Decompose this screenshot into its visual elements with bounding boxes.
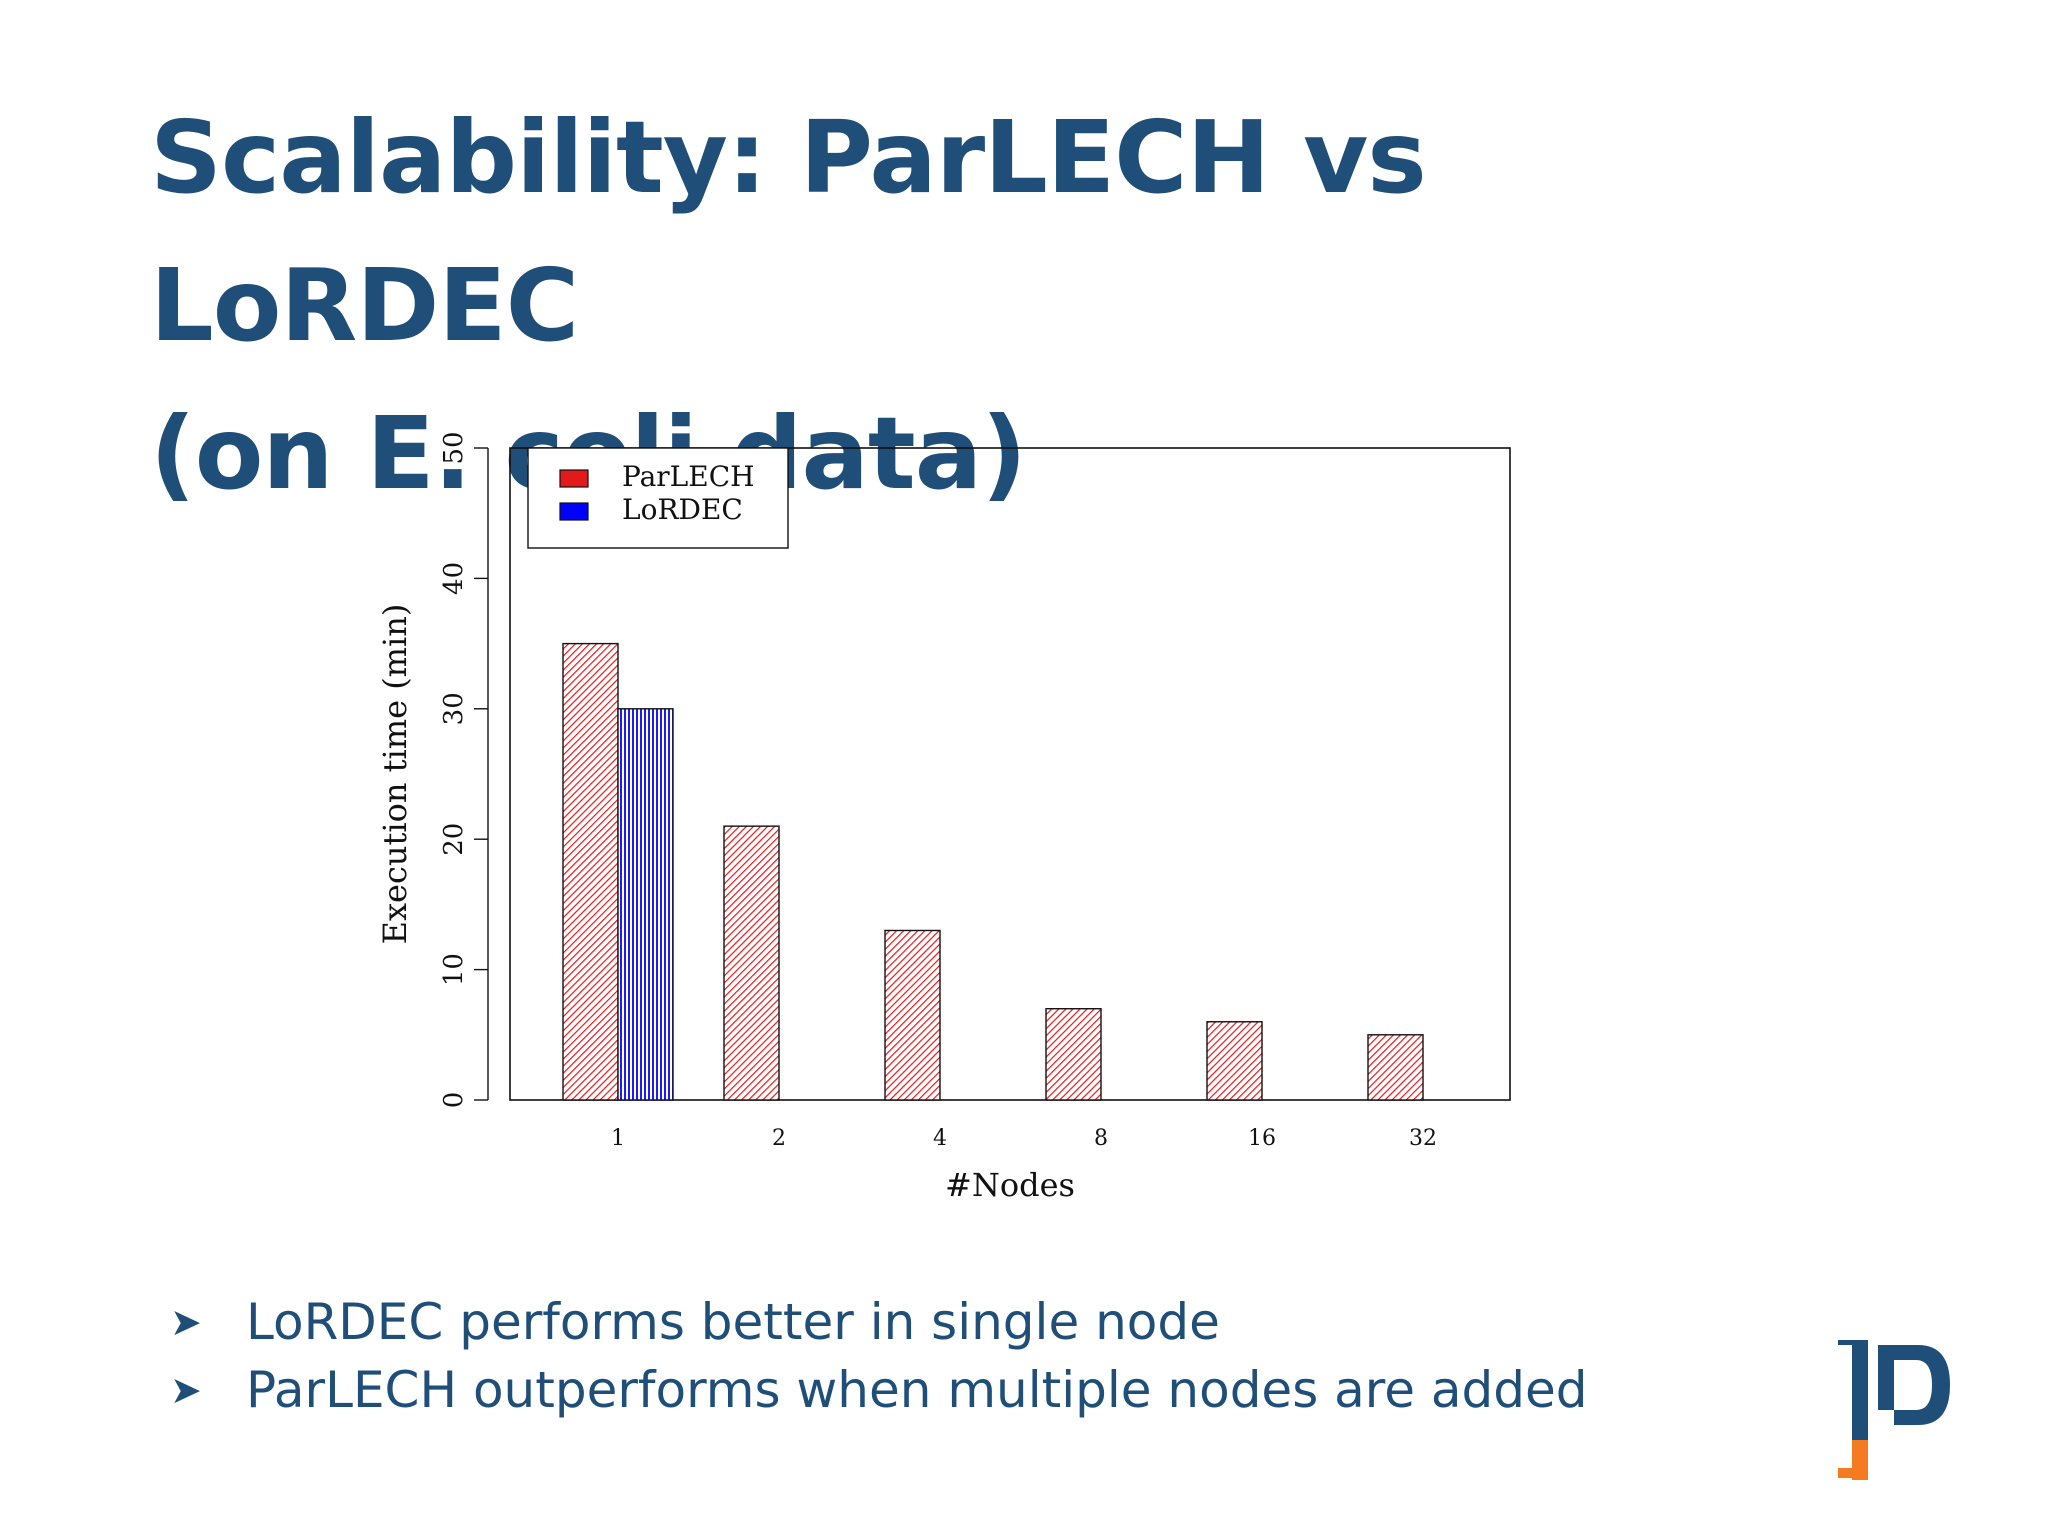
y-tick-label: 20 — [439, 823, 469, 856]
bullet-item: ➤ LoRDEC performs better in single node — [170, 1288, 1588, 1356]
bar-chart: 0 10 20 30 40 50 Execution time (min) 1 2 4 8 16 32 #… — [376, 431, 1511, 1204]
legend-swatch-parlech — [559, 469, 589, 488]
y-tick-label: 0 — [439, 1092, 469, 1109]
bullet-text: LoRDEC performs better in single node — [246, 1293, 1220, 1351]
bullet-list: ➤ LoRDEC performs better in single node … — [170, 1288, 1588, 1424]
y-tick-label: 10 — [439, 953, 469, 986]
x-tick-label: 2 — [772, 1126, 786, 1151]
bar-parlech-16 — [1206, 1021, 1263, 1101]
legend-swatch-lordec — [559, 502, 589, 521]
x-tick-label: 32 — [1409, 1126, 1437, 1151]
bullet-item: ➤ ParLECH outperforms when multiple node… — [170, 1356, 1588, 1424]
bar-parlech-2 — [723, 825, 780, 1101]
bar-parlech-32 — [1367, 1034, 1424, 1101]
legend-label-lordec: LoRDEC — [622, 493, 743, 526]
legend-box — [527, 447, 789, 549]
y-tick-label: 30 — [439, 692, 469, 725]
legend-label-parlech: ParLECH — [622, 460, 755, 493]
slide-title: Scalability: ParLECH vs LoRDEC (on E. co… — [150, 84, 1850, 528]
y-tick-label: 40 — [439, 562, 469, 595]
x-axis-label: #Nodes — [945, 1166, 1075, 1204]
y-tick-label: 50 — [439, 431, 469, 464]
x-tick-label: 1 — [611, 1126, 625, 1151]
bullet-text: ParLECH outperforms when multiple nodes … — [246, 1361, 1588, 1419]
institution-logo-icon — [1838, 1340, 1950, 1480]
x-tick-label: 4 — [933, 1126, 947, 1151]
slide-title-line1: Scalability: ParLECH vs LoRDEC — [150, 99, 1427, 364]
arrowhead-bullet-icon: ➤ — [170, 1368, 202, 1412]
y-axis-label: Execution time (min) — [376, 604, 414, 945]
x-tick-label: 16 — [1248, 1126, 1276, 1151]
plot-frame — [509, 447, 1511, 1101]
bar-lordec-1 — [617, 708, 674, 1101]
bar-parlech-1 — [562, 642, 619, 1101]
x-tick-label: 8 — [1094, 1126, 1108, 1151]
arrowhead-bullet-icon: ➤ — [170, 1300, 202, 1344]
bar-parlech-4 — [884, 929, 941, 1101]
bar-parlech-8 — [1045, 1008, 1102, 1101]
